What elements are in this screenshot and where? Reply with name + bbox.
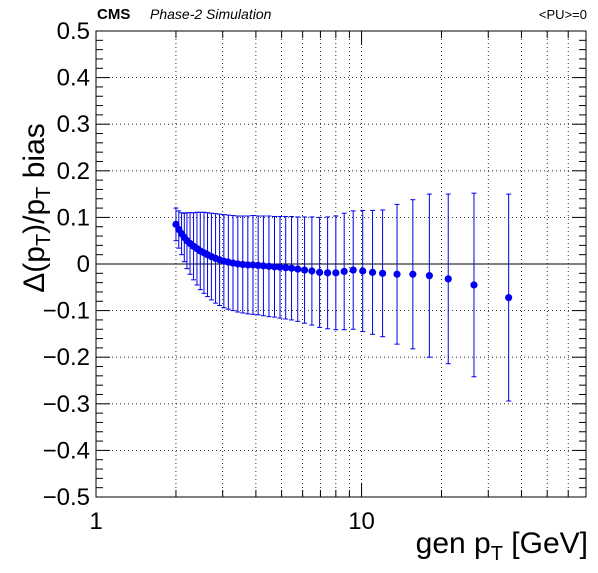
- x-tick-label: 1: [89, 508, 102, 535]
- data-marker: [349, 266, 357, 274]
- y-axis-label: Δ(pT)/pT bias: [18, 123, 55, 293]
- data-point: [308, 216, 316, 326]
- data-marker: [259, 262, 268, 270]
- data-marker: [276, 263, 284, 271]
- data-point: [300, 216, 309, 324]
- data-point: [378, 209, 387, 338]
- data-marker: [470, 281, 478, 289]
- data-point: [425, 193, 433, 358]
- data-marker: [378, 269, 387, 277]
- data-point: [409, 199, 417, 350]
- data-point: [254, 215, 262, 316]
- data-point: [505, 193, 513, 402]
- y-tick-label: 0.5: [57, 18, 90, 45]
- y-tick-label: −0.3: [43, 391, 90, 418]
- data-point: [368, 209, 377, 335]
- data-marker: [359, 267, 367, 275]
- pileup-label: <PU>=0: [539, 7, 587, 22]
- data-point: [316, 216, 324, 328]
- data-point: [349, 210, 357, 330]
- data-point: [294, 216, 302, 322]
- y-ticks: 0.5 0.4 0.3 0.2 0.1 0 −0.1 −0.2 −0.3 −0.4 −0.5: [43, 18, 586, 511]
- data-marker: [270, 263, 279, 271]
- data-point: [332, 215, 340, 331]
- data-marker: [393, 270, 401, 278]
- y-tick-label: −0.5: [43, 484, 90, 511]
- x-axis-label: gen pT [GeV]: [416, 527, 588, 565]
- data-point: [270, 215, 279, 318]
- y-tick-label: 0.3: [57, 111, 90, 138]
- data-point: [287, 215, 296, 321]
- data-marker: [249, 261, 257, 269]
- data-point: [359, 209, 367, 333]
- data-point: [444, 193, 452, 365]
- data-marker: [287, 264, 296, 272]
- data-marker: [244, 261, 252, 269]
- experiment-label: CMS: [97, 6, 130, 23]
- y-tick-label: 0.2: [57, 158, 90, 185]
- data-marker: [332, 269, 340, 277]
- data-marker: [282, 264, 290, 272]
- data-point: [340, 212, 348, 331]
- data-marker: [308, 267, 316, 275]
- data-marker: [425, 272, 433, 280]
- data-point: [265, 215, 273, 318]
- data-marker: [340, 267, 348, 276]
- data-points: [172, 192, 513, 402]
- x-tick-label: 10: [348, 508, 375, 535]
- y-tick-label: 0.4: [57, 65, 90, 92]
- data-marker: [324, 269, 332, 277]
- data-point: [470, 192, 478, 378]
- data-marker: [300, 266, 309, 274]
- data-marker: [294, 265, 302, 273]
- data-point: [259, 215, 268, 317]
- data-marker: [316, 268, 324, 276]
- data-marker: [409, 270, 417, 278]
- data-marker: [265, 262, 273, 270]
- data-point: [276, 215, 284, 319]
- y-tick-label: 0.1: [57, 204, 90, 231]
- data-marker: [368, 268, 377, 276]
- data-point: [282, 215, 290, 320]
- y-tick-label: −0.4: [43, 437, 90, 464]
- data-point: [249, 215, 257, 315]
- subtitle-label: Phase-2 Simulation: [150, 6, 272, 22]
- y-tick-label: 0: [77, 251, 90, 278]
- x-ticks: 1 10: [89, 31, 587, 535]
- data-marker: [505, 293, 513, 302]
- y-tick-label: −0.2: [43, 344, 90, 371]
- data-point: [393, 203, 401, 345]
- data-point: [244, 215, 252, 315]
- data-marker: [444, 275, 452, 283]
- y-tick-label: −0.1: [43, 298, 90, 325]
- data-marker: [254, 261, 262, 269]
- data-point: [324, 216, 332, 330]
